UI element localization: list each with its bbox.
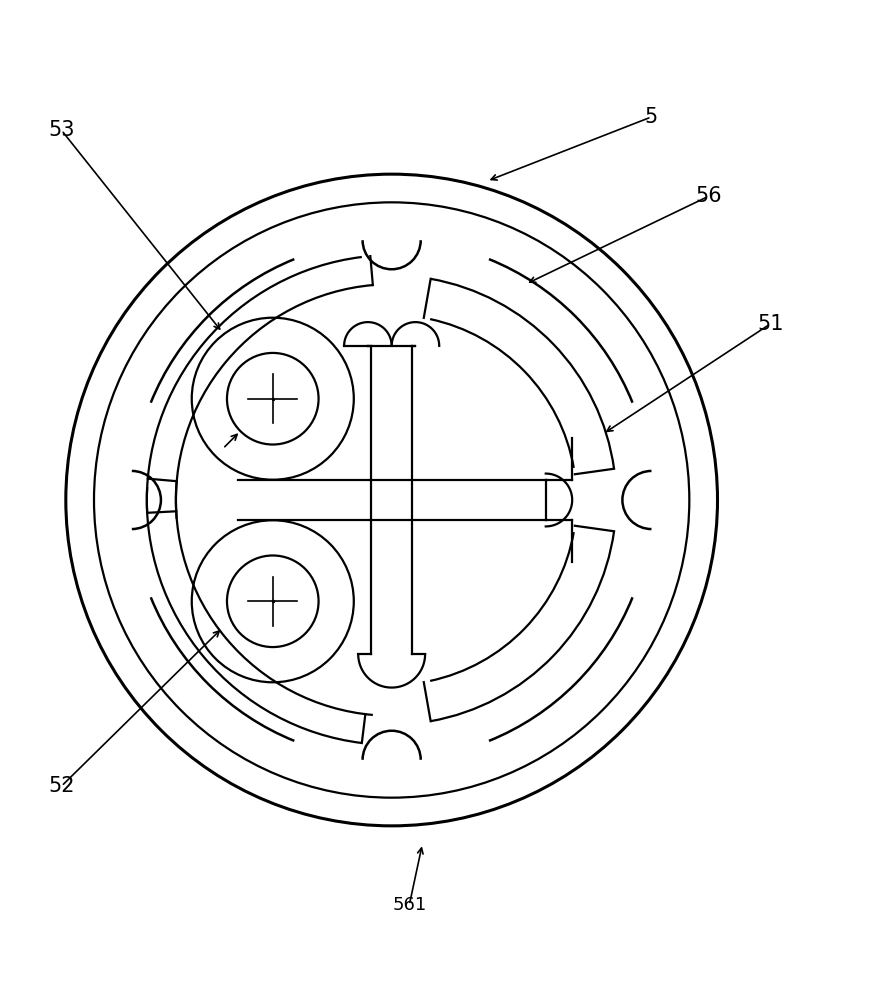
Text: 52: 52	[48, 776, 75, 796]
Text: 561: 561	[392, 896, 427, 914]
Text: 5: 5	[645, 107, 658, 127]
Text: 53: 53	[48, 120, 75, 140]
Text: 56: 56	[695, 186, 722, 206]
Text: 51: 51	[757, 314, 783, 334]
